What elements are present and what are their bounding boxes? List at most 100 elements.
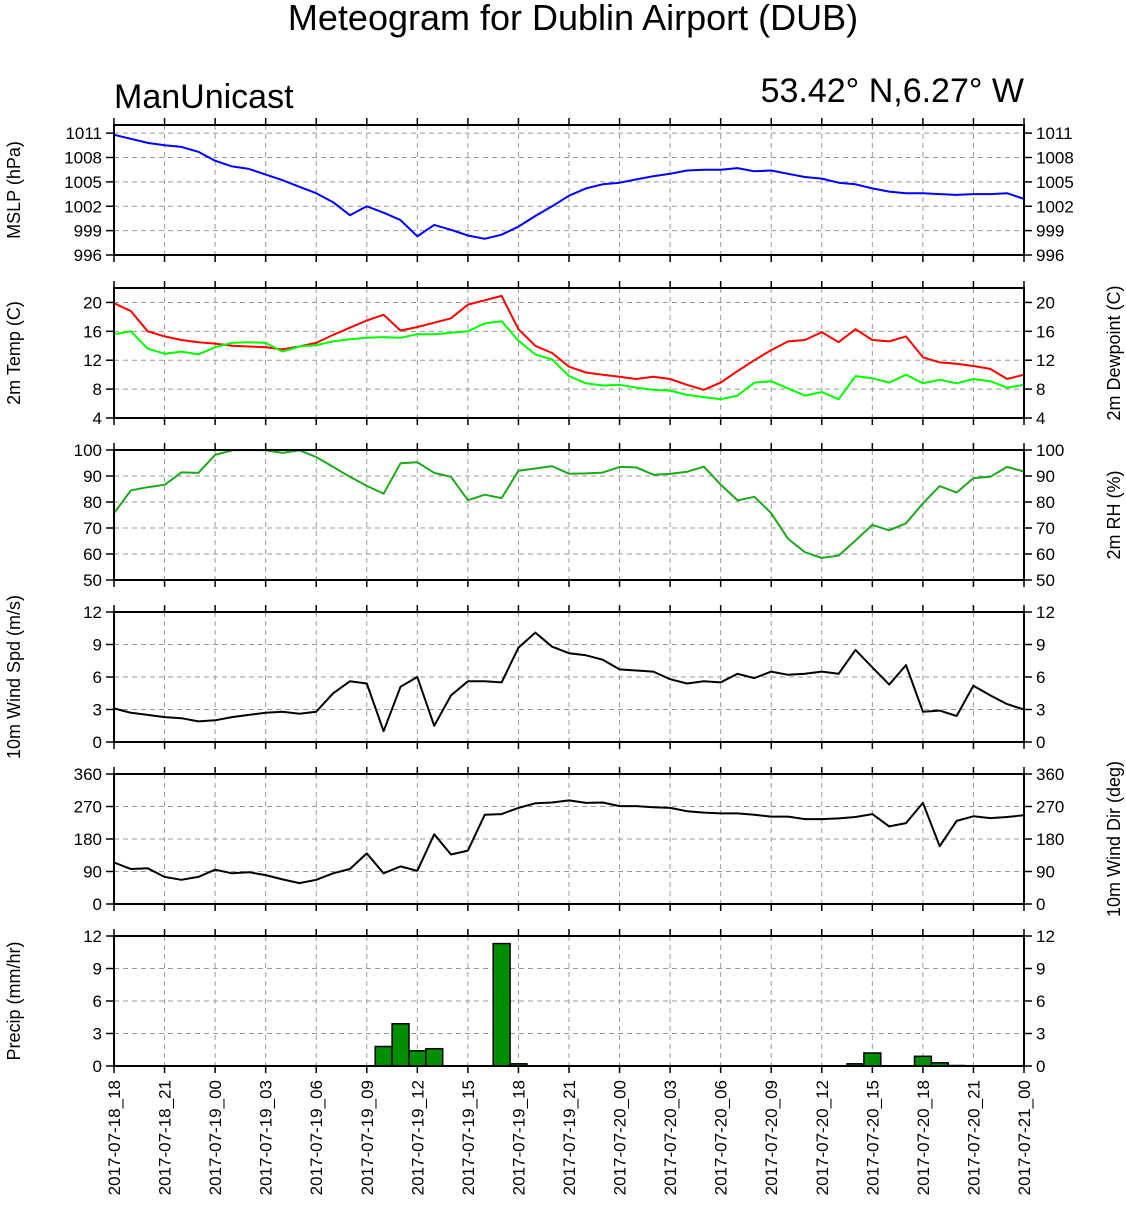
x-tick-label: 2017-07-21_00 [1015,1080,1034,1195]
y-tick-label-right: 9 [1036,636,1045,655]
y-tick-label-left: 6 [93,668,102,687]
y-tick-label-right: 6 [1036,668,1045,687]
y-tick-label-left: 6 [93,992,102,1011]
y-tick-label-left: 3 [93,701,102,720]
series-line-1 [113,320,1025,401]
y-tick-label-left: 9 [93,636,102,655]
panel-3: 0 0 3 3 6 6 9 9 12 12 10m Wind Spd (m/s) [4,595,1055,759]
y-tick-label-right: 60 [1036,545,1055,564]
x-tick-label: 2017-07-19_06 [307,1080,326,1195]
y-tick-label-right: 12 [1036,351,1055,370]
x-tick-label: 2017-07-19_18 [509,1080,528,1195]
y-tick-label-right: 9 [1036,960,1045,979]
model-name: ManUnicast [114,78,294,116]
y-tick-label-left: 70 [83,519,102,538]
y-tick-label-left: 3 [93,1025,102,1044]
precip-bar [408,1050,427,1067]
y-tick-label-left: 996 [74,246,102,265]
y-tick-label-right: 3 [1036,701,1045,720]
y-tick-label-left: 999 [74,222,102,241]
y-tick-label-left: 50 [83,571,102,590]
y-tick-label-right: 999 [1036,222,1064,241]
x-tick-label: 2017-07-20_21 [964,1080,983,1195]
y-tick-label-left: 0 [93,733,102,752]
y-tick-label-right: 996 [1036,246,1064,265]
y-tick-label-left: 0 [93,1057,102,1076]
precip-bar [863,1052,882,1067]
y-tick-label-right: 1002 [1036,197,1074,216]
y-tick-label-left: 8 [93,380,102,399]
x-tick-label: 2017-07-20_00 [611,1080,630,1195]
y-tick-label-left: 20 [83,293,102,312]
y-tick-label-left: 16 [83,322,102,341]
y-axis-label-left: 2m Temp (C) [4,301,24,405]
panel-0: 996 996 999 999 1002 1002 1005 1005 1008 1008 1011… [4,118,1074,265]
panel-1: 4 4 8 8 12 12 16 16 20 20 2m Temp (C) 2m Dewpoint (… [4,281,1124,428]
y-tick-label-right: 100 [1036,441,1064,460]
panel-5: 0 0 3 3 6 6 9 9 12 12 Precip (mm/hr) [4,927,1055,1076]
precip-bar [391,1023,410,1067]
x-tick-label: 2017-07-19_21 [560,1080,579,1195]
y-tick-label-left: 1011 [65,124,102,143]
x-tick-label: 2017-07-19_15 [459,1080,478,1195]
precip-bar [913,1055,933,1067]
y-tick-label-right: 4 [1036,409,1045,428]
y-axis-label-right: 2m Dewpoint (C) [1104,285,1124,420]
y-tick-label-left: 12 [83,603,102,622]
y-tick-label-left: 9 [93,960,102,979]
x-tick-label: 2017-07-20_12 [813,1080,832,1195]
y-tick-label-right: 16 [1036,322,1055,341]
y-tick-label-left: 1005 [64,173,102,192]
y-tick-label-left: 1008 [64,149,102,168]
x-tick-label: 2017-07-19_12 [408,1080,427,1195]
y-tick-label-right: 90 [1036,467,1055,486]
y-tick-label-right: 0 [1036,733,1045,752]
x-tick-label: 2017-07-18_18 [105,1080,124,1195]
x-tick-label: 2017-07-18_21 [156,1080,175,1195]
y-tick-label-left: 1002 [64,197,102,216]
y-axis-label-left: MSLP (hPa) [4,141,24,239]
y-axis-label-left: 10m Wind Spd (m/s) [4,595,24,759]
y-tick-label-right: 12 [1036,603,1055,622]
y-axis-label-right: 2m RH (%) [1104,471,1124,560]
series-line-0 [113,631,1025,733]
precip-bar [425,1047,444,1067]
y-tick-label-right: 0 [1036,895,1045,914]
precip-bar [374,1045,393,1067]
y-tick-label-right: 8 [1036,380,1045,399]
y-tick-label-left: 100 [74,441,102,460]
x-tick-label: 2017-07-19_03 [257,1080,276,1195]
chart-title: Meteogram for Dublin Airport (DUB) [288,0,858,38]
y-tick-label-right: 270 [1036,798,1064,817]
y-tick-label-right: 6 [1036,992,1045,1011]
y-tick-label-left: 90 [83,863,102,882]
y-tick-label-right: 20 [1036,293,1055,312]
y-tick-label-right: 0 [1036,1057,1045,1076]
x-tick-label: 2017-07-20_06 [712,1080,731,1195]
y-tick-label-right: 50 [1036,571,1055,590]
y-tick-label-left: 0 [93,895,102,914]
x-tick-label: 2017-07-20_18 [914,1080,933,1195]
y-tick-label-right: 1008 [1036,149,1074,168]
y-tick-label-right: 3 [1036,1025,1045,1044]
y-tick-label-left: 4 [93,409,102,428]
panel-4: 0 0 90 90 180 180 270 270 360 360 10m Wind Dir (de… [74,761,1124,917]
y-tick-label-left: 180 [74,830,102,849]
y-tick-label-left: 12 [83,351,102,370]
x-tick-label: 2017-07-20_15 [863,1080,882,1195]
y-tick-label-right: 90 [1036,863,1055,882]
panel-2: 50 50 60 60 70 70 80 80 90 90 100 100 2m RH (%) [74,441,1124,590]
series-line-0 [113,294,1025,391]
precip-bar [492,942,511,1067]
x-tick-label: 2017-07-19_09 [358,1080,377,1195]
y-tick-label-right: 1005 [1036,173,1074,192]
x-tick-label: 2017-07-20_03 [661,1080,680,1195]
y-tick-label-right: 360 [1036,765,1064,784]
y-tick-label-left: 60 [83,545,102,564]
series-line-0 [113,799,1025,885]
y-axis-label-right: 10m Wind Dir (deg) [1104,761,1124,917]
y-tick-label-left: 80 [83,493,102,512]
y-tick-label-right: 1011 [1036,124,1073,143]
